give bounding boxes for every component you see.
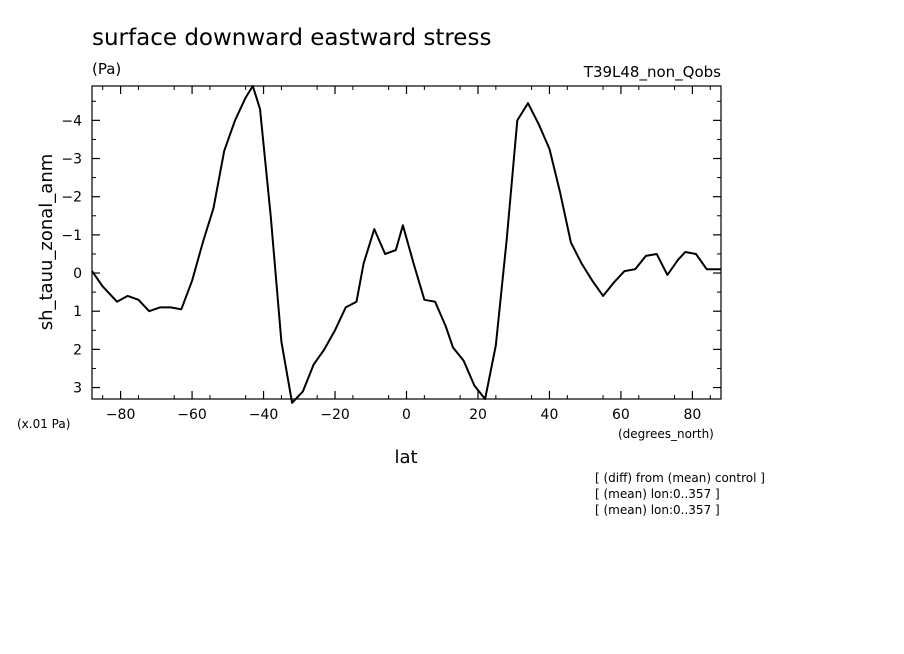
x-tick-marks — [102, 86, 711, 399]
y-tick-label: −1 — [61, 228, 82, 244]
plot-frame — [91, 85, 722, 400]
y-tick-label: −4 — [61, 113, 82, 129]
x-tick-label: 80 — [683, 407, 701, 423]
x-tick-label: −40 — [249, 407, 279, 423]
y-tick-label: 2 — [73, 342, 82, 358]
x-tick-label: −60 — [177, 407, 207, 423]
x-tick-label: −20 — [320, 407, 350, 423]
x-tick-label: 0 — [402, 407, 411, 423]
x-axis-label: lat — [394, 447, 417, 468]
y-tick-label: 0 — [73, 266, 82, 282]
y-tick-label: −2 — [61, 190, 82, 206]
y-scale-note: (x.01 Pa) — [17, 417, 70, 431]
y-tick-label: 3 — [73, 381, 82, 397]
x-tick-label: 60 — [612, 407, 630, 423]
chart-title: surface downward eastward stress — [92, 25, 491, 51]
units-label: (Pa) — [92, 60, 121, 78]
x-axis-units: (degrees_north) — [618, 427, 714, 441]
y-tick-label: 1 — [73, 304, 82, 320]
y-tick-label: −3 — [61, 152, 82, 168]
x-tick-label: 20 — [469, 407, 487, 423]
y-tick-marks — [92, 100, 721, 389]
x-tick-label: −80 — [106, 407, 136, 423]
note-line-2: [ (mean) lon:0..357 ] — [595, 487, 720, 501]
series-line — [91, 85, 721, 404]
note-line-3: [ (mean) lon:0..357 ] — [595, 503, 720, 517]
y-axis-label: sh_tauu_zonal_anm — [36, 154, 57, 331]
x-tick-label: 40 — [541, 407, 559, 423]
note-line-1: [ (diff) from (mean) control ] — [595, 471, 765, 485]
y-tick-labels: −4 −3 −2 −1 0 1 2 3 — [61, 113, 82, 396]
x-tick-labels: −80 −60 −40 −20 0 20 40 60 80 — [106, 407, 702, 423]
experiment-label: T39L48_non_Qobs — [583, 63, 721, 82]
